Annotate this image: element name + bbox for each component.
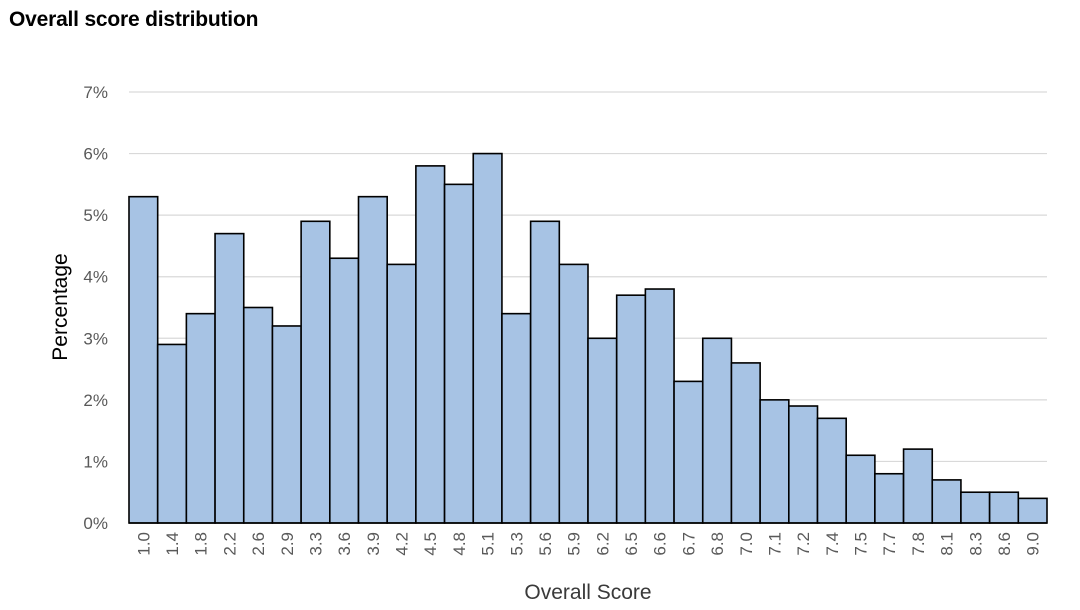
y-tick-label: 3% [83, 329, 108, 348]
bar-8.3 [960, 491, 991, 524]
x-tick-label: 8.6 [995, 532, 1014, 556]
x-tick-label: 7.0 [737, 532, 756, 556]
bar-7.5 [845, 454, 876, 524]
x-tick-label: 4.8 [450, 532, 469, 556]
x-tick-label: 2.6 [249, 532, 268, 556]
x-tick-label: 7.8 [909, 532, 928, 556]
bar-5.3 [501, 312, 532, 524]
bar-6.2 [587, 337, 618, 524]
x-tick-label: 6.7 [679, 532, 698, 556]
x-tick-label: 1.4 [163, 532, 182, 556]
x-tick-label: 4.5 [421, 532, 440, 556]
x-tick-label: 3.9 [364, 532, 383, 556]
x-tick-label: 7.5 [852, 532, 871, 556]
x-tick-label: 8.3 [966, 532, 985, 556]
x-tick-label: 1.0 [134, 532, 153, 556]
x-tick-label: 9.0 [1024, 532, 1043, 556]
x-tick-label: 2.2 [220, 532, 239, 556]
bar-4.8 [443, 183, 475, 524]
y-tick-label: 2% [83, 391, 108, 410]
x-tick-label: 5.9 [565, 532, 584, 556]
x-tick-label: 7.1 [765, 532, 784, 556]
bar-5.6 [529, 220, 561, 524]
bar-3.3 [300, 220, 331, 524]
bar-3.6 [329, 257, 360, 524]
x-tick-label: 3.3 [306, 532, 325, 556]
x-tick-label: 3.6 [335, 532, 354, 556]
bar-7.4 [816, 417, 847, 524]
bars [128, 152, 1048, 524]
y-tick-label: 1% [83, 452, 108, 471]
x-tick-label: 5.6 [536, 532, 555, 556]
x-tick-label: 7.2 [794, 532, 813, 556]
y-tick-label: 7% [83, 83, 108, 102]
bar-8.6 [988, 491, 1020, 524]
x-tick-label: 2.9 [278, 532, 297, 556]
x-tick-label: 6.6 [651, 532, 670, 556]
x-tick-label: 5.1 [479, 532, 498, 556]
x-tick-label: 8.1 [938, 532, 957, 556]
bar-7.8 [902, 448, 934, 524]
x-tick-label: 7.7 [880, 532, 899, 556]
bar-7.0 [730, 362, 761, 524]
x-tick-label: 5.3 [507, 532, 526, 556]
x-tick-label: 6.5 [622, 532, 641, 556]
bar-6.5 [615, 294, 647, 524]
x-tick-label: 6.8 [708, 532, 727, 556]
bar-8.1 [931, 479, 962, 524]
bar-6.6 [644, 288, 675, 524]
x-tick-label: 4.2 [393, 532, 412, 556]
bar-3.9 [357, 195, 388, 524]
y-tick-label: 4% [83, 268, 108, 287]
bar-1.4 [156, 343, 188, 524]
x-tick-label: 7.4 [823, 532, 842, 556]
bar-5.9 [558, 263, 589, 524]
bar-1.8 [185, 312, 216, 524]
bar-7.1 [759, 399, 790, 524]
x-tick-labels: 1.0 1.4 1.8 2.2 2.6 2.9 3.3 3.6 3.9 4.2 4.5 4.8 5.1 5… [134, 532, 1042, 556]
chart-title: Overall score distribution [9, 8, 259, 31]
bar-4.5 [415, 165, 446, 524]
x-tick-label: 1.8 [192, 532, 211, 556]
bar-4.2 [386, 263, 417, 524]
bar-6.8 [701, 337, 733, 524]
bar-6.7 [673, 380, 704, 524]
bar-1.0 [128, 195, 159, 524]
bar-2.9 [271, 325, 302, 524]
bar-7.7 [874, 472, 905, 524]
bar-2.2 [214, 232, 245, 524]
x-tick-label: 6.2 [593, 532, 612, 556]
y-tick-label: 6% [83, 145, 108, 164]
y-axis-title: Percentage [49, 253, 72, 360]
y-tick-label: 5% [83, 206, 108, 225]
bar-9.0 [1017, 497, 1048, 524]
y-tick-labels: 0% 1% 2% 3% 4% 5% 6% 7% [83, 83, 108, 533]
bar-2.6 [242, 306, 274, 524]
x-axis-title: Overall Score [524, 581, 651, 604]
bar-5.1 [472, 152, 503, 524]
y-tick-label: 0% [83, 514, 108, 533]
bar-7.2 [788, 405, 819, 524]
